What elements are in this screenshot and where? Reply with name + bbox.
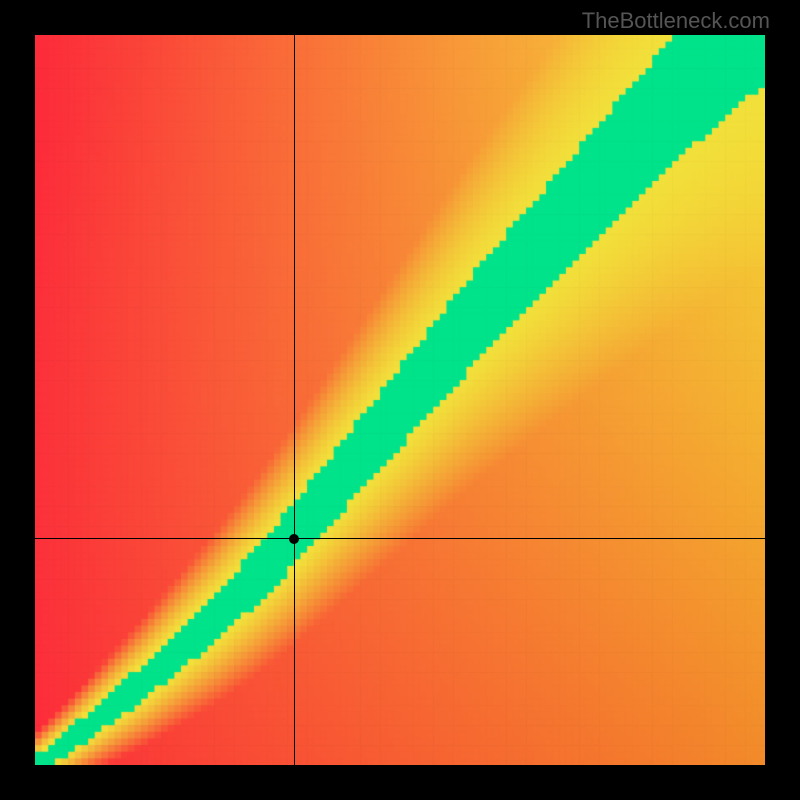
watermark-text: TheBottleneck.com xyxy=(582,8,770,34)
heatmap-canvas xyxy=(35,35,765,765)
figure-container: TheBottleneck.com xyxy=(0,0,800,800)
plot-area xyxy=(35,35,765,765)
